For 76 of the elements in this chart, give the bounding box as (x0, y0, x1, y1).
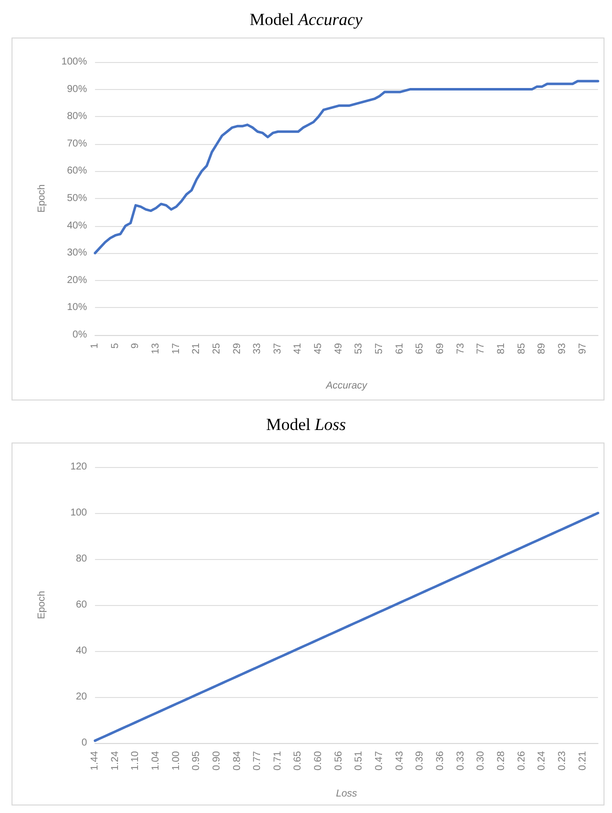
x-tick-label: 53 (354, 342, 365, 354)
x-tick-label: 93 (556, 342, 568, 354)
x-tick-label: 37 (272, 342, 284, 354)
y-tick-label: 10% (66, 302, 88, 314)
x-tick-label: 1.04 (150, 750, 162, 770)
x-tick-label: 1.10 (130, 750, 142, 770)
x-tick-label: 21 (191, 342, 202, 354)
y-tick-label: 80 (76, 554, 88, 564)
x-tick-label: 41 (292, 342, 304, 354)
x-tick-label: 97 (577, 342, 588, 354)
x-tick-label: 9 (130, 342, 142, 349)
x-tick-label: 0.60 (313, 750, 324, 770)
line-series (94, 80, 600, 254)
y-tick-label: 20 (76, 692, 88, 702)
y-axis-title: Epoch (36, 184, 48, 213)
x-axis-title: Accuracy (324, 380, 368, 392)
x-tick-label: 0.95 (191, 750, 202, 770)
y-tick-label: 60 (76, 600, 88, 610)
x-tick-label: 1.44 (90, 750, 100, 770)
chart-title: Model Loss (266, 415, 346, 434)
x-tick-label: 69 (434, 342, 446, 354)
x-tick-label: 0.28 (496, 750, 507, 770)
x-tick-label: 13 (150, 342, 162, 354)
x-tick-label: 0.26 (516, 750, 528, 770)
x-tick-label: 81 (496, 342, 507, 354)
chart-title: Model Accuracy (250, 10, 363, 29)
y-tick-label: 60% (66, 166, 88, 177)
x-tick-label: 0.84 (232, 750, 243, 770)
y-tick-label: 120 (70, 462, 88, 472)
y-tick-label: 70% (66, 138, 88, 150)
x-tick-label: 85 (516, 342, 528, 354)
x-tick-label: 57 (374, 342, 386, 354)
x-tick-label: 1.00 (170, 750, 182, 770)
x-tick-label: 29 (232, 342, 243, 354)
x-tick-label: 0.47 (374, 750, 386, 770)
x-tick-label: 1.24 (110, 750, 121, 770)
x-tick-label: 89 (536, 342, 548, 354)
x-tick-label: 61 (394, 342, 406, 354)
y-tick-label: 20% (66, 274, 88, 286)
x-tick-label: 0.65 (292, 750, 304, 770)
y-tick-label: 80% (66, 111, 88, 122)
x-tick-label: 0.56 (333, 750, 344, 770)
y-tick-label: 0 (81, 738, 88, 748)
y-axis-title: Epoch (36, 590, 48, 620)
x-tick-label: 77 (476, 342, 487, 354)
y-tick-label: 90% (66, 84, 88, 95)
y-tick-label: 40 (76, 646, 88, 656)
x-tick-label: 0.71 (272, 750, 284, 770)
y-tick-label: 50% (66, 193, 88, 204)
x-tick-label: 0.33 (455, 750, 466, 770)
x-tick-label: 5 (110, 342, 121, 349)
y-tick-label: 100% (61, 56, 88, 68)
x-tick-label: 17 (170, 342, 182, 354)
x-tick-label: 65 (414, 342, 426, 354)
x-tick-label: 0.90 (211, 750, 222, 770)
y-tick-label: 30% (66, 248, 88, 259)
x-tick-label: 0.23 (556, 750, 568, 770)
x-tick-label: 0.39 (414, 750, 426, 770)
x-tick-label: 0.36 (434, 750, 446, 770)
y-tick-label: 0% (72, 330, 88, 340)
x-axis-title: Loss (336, 788, 358, 800)
line-series (94, 512, 600, 742)
x-tick-label: 49 (333, 342, 344, 354)
x-tick-label: 25 (211, 342, 222, 354)
x-tick-label: 0.24 (536, 750, 548, 770)
x-tick-label: 0.51 (354, 750, 365, 770)
x-tick-label: 73 (455, 342, 466, 354)
y-tick-label: 100 (70, 508, 88, 518)
x-tick-label: 0.21 (577, 750, 588, 770)
y-tick-label: 40% (66, 220, 88, 232)
x-tick-label: 0.30 (476, 750, 487, 770)
x-tick-label: 33 (252, 342, 264, 354)
x-tick-label: 45 (313, 342, 324, 354)
x-tick-label: 0.43 (394, 750, 406, 770)
x-tick-label: 0.77 (252, 750, 264, 770)
x-tick-label: 1 (90, 342, 100, 349)
